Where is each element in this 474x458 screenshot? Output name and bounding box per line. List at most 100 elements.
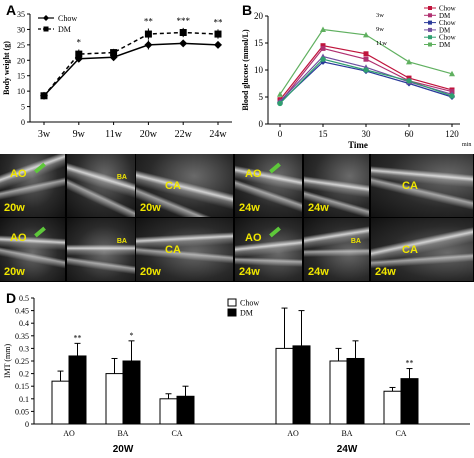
x-tick-label-a: 22w [175, 129, 193, 140]
ultrasound-image: CA 24w [371, 218, 473, 281]
legend-marker-b [428, 35, 432, 40]
ultrasound-image: CA 20w [136, 218, 233, 281]
y-tick-label-d: 0.35 [15, 332, 29, 341]
data-point-b [363, 56, 369, 62]
significance-marker-a: *** [176, 16, 190, 26]
legend-swatch-d [227, 298, 237, 307]
y-tick-label-a: 15 [17, 72, 25, 81]
x-tick-label-a: 11w [105, 129, 123, 140]
data-point-chow [144, 40, 153, 49]
data-point-dm [110, 49, 118, 57]
panel-letter-d: D [6, 290, 17, 306]
data-point-b [320, 26, 326, 32]
y-tick-label-a: 30 [17, 25, 25, 34]
y-tick-label-d: 0.1 [19, 395, 29, 404]
data-point-b [449, 70, 455, 77]
bar-dm [176, 395, 195, 425]
ultrasound-label: 20w [140, 202, 161, 214]
ultrasound-label: CA [165, 244, 181, 256]
category-label-d: CA [171, 429, 182, 438]
data-point-dm [179, 29, 187, 37]
arrow-icon [269, 162, 281, 174]
ultrasound-label: CA [402, 180, 418, 192]
y-tick-label-d: 0.5 [19, 294, 29, 303]
significance-marker-d: ** [406, 359, 414, 368]
legend-label-b: Chow [439, 5, 457, 13]
ultrasound-label: 24w [308, 266, 329, 278]
data-point-b [406, 78, 412, 84]
ultrasound-panel: C AO20wBACA20wAO24w24wCAAO20wBACA20wAO24… [0, 154, 474, 282]
data-point-dm [40, 92, 48, 100]
data-point-b [406, 58, 412, 65]
ultrasound-label: 24w [239, 202, 260, 214]
data-point-dm [75, 50, 83, 58]
y-tick-label-d: 0.05 [15, 407, 29, 416]
y-axis-label-b: Blood glucose (mmol/L) [241, 29, 250, 111]
data-point-b [277, 91, 283, 97]
bar-chow [275, 347, 294, 425]
data-point-b [320, 56, 326, 62]
bar-chow [105, 373, 124, 425]
bar-chow [329, 360, 348, 425]
y-tick-label-d: 0.15 [15, 382, 29, 391]
bar-dm [346, 357, 365, 425]
legend-label-b: Chow [439, 34, 457, 42]
y-tick-label-a: 35 [17, 10, 25, 19]
x-tick-label-b: 0 [278, 129, 283, 139]
ultrasound-label: AO [10, 168, 27, 180]
chart-a-body-weight: 0 5 10 15 20 25 30 35 3w 9w 11w 20w 22w 24w Body weigh… [2, 10, 232, 140]
legend-group-label-b: 11w [376, 40, 387, 47]
ultrasound-image: AO 24w [235, 218, 302, 281]
y-tick-label-b: 15 [254, 38, 264, 48]
legend-label-b: DM [439, 26, 451, 34]
ultrasound-label: 20w [4, 202, 25, 214]
ultrasound-image: BA 24w [304, 218, 369, 281]
ultrasound-image: CA [371, 154, 473, 217]
legend-label-b: DM [439, 12, 451, 20]
legend-marker-b [428, 20, 432, 25]
ultrasound-label: BA [116, 238, 127, 245]
significance-marker-d: ** [74, 333, 82, 342]
ultrasound-label: BA [350, 238, 361, 245]
x-tick-label-b: 30 [362, 129, 372, 139]
x-tick-label-b: 15 [319, 129, 329, 139]
bar-chow [51, 380, 70, 425]
y-tick-label-a: 10 [17, 87, 25, 96]
data-point-chow [179, 39, 188, 48]
arrow-icon [34, 162, 46, 174]
x-tick-label-a: 9w [73, 129, 86, 140]
ultrasound-label: 24w [239, 266, 260, 278]
data-point-b [406, 75, 412, 81]
data-point-b [320, 43, 326, 49]
data-point-b [363, 31, 369, 38]
ultrasound-image: AO 20w [0, 218, 65, 281]
legend-marker-b [428, 13, 432, 18]
ultrasound-label: CA [165, 180, 181, 192]
y-axis-label-a: Body weight (g) [2, 41, 11, 95]
y-axis-label-d: IMT (mm) [3, 344, 12, 379]
bar-chow [383, 390, 402, 425]
bar-dm [400, 378, 419, 425]
series-line-dm [43, 31, 219, 97]
ultrasound-label: AO [245, 168, 262, 180]
arrow-icon [269, 226, 281, 238]
ultrasound-image: BA [67, 218, 135, 281]
x-axis-unit-b: min [462, 142, 471, 148]
legend-marker-dm [43, 26, 49, 32]
ultrasound-label: CA [402, 244, 418, 256]
category-label-d: AO [63, 429, 75, 438]
y-tick-label-a: 0 [21, 118, 25, 127]
legend-label-b: DM [439, 41, 451, 49]
group-label-d: 20W [113, 444, 134, 455]
ultrasound-label: 20w [140, 266, 161, 278]
data-point-dm [214, 30, 222, 38]
arrow-icon [34, 226, 46, 238]
y-tick-label-d: 0 [25, 420, 29, 429]
bar-dm [68, 355, 87, 425]
y-tick-label-a: 20 [17, 56, 25, 65]
category-label-d: BA [341, 429, 352, 438]
ultrasound-image: CA 20w [136, 154, 233, 217]
ultrasound-label: AO [10, 232, 27, 244]
data-point-b [363, 67, 369, 73]
ultrasound-image: 24w [304, 154, 369, 217]
